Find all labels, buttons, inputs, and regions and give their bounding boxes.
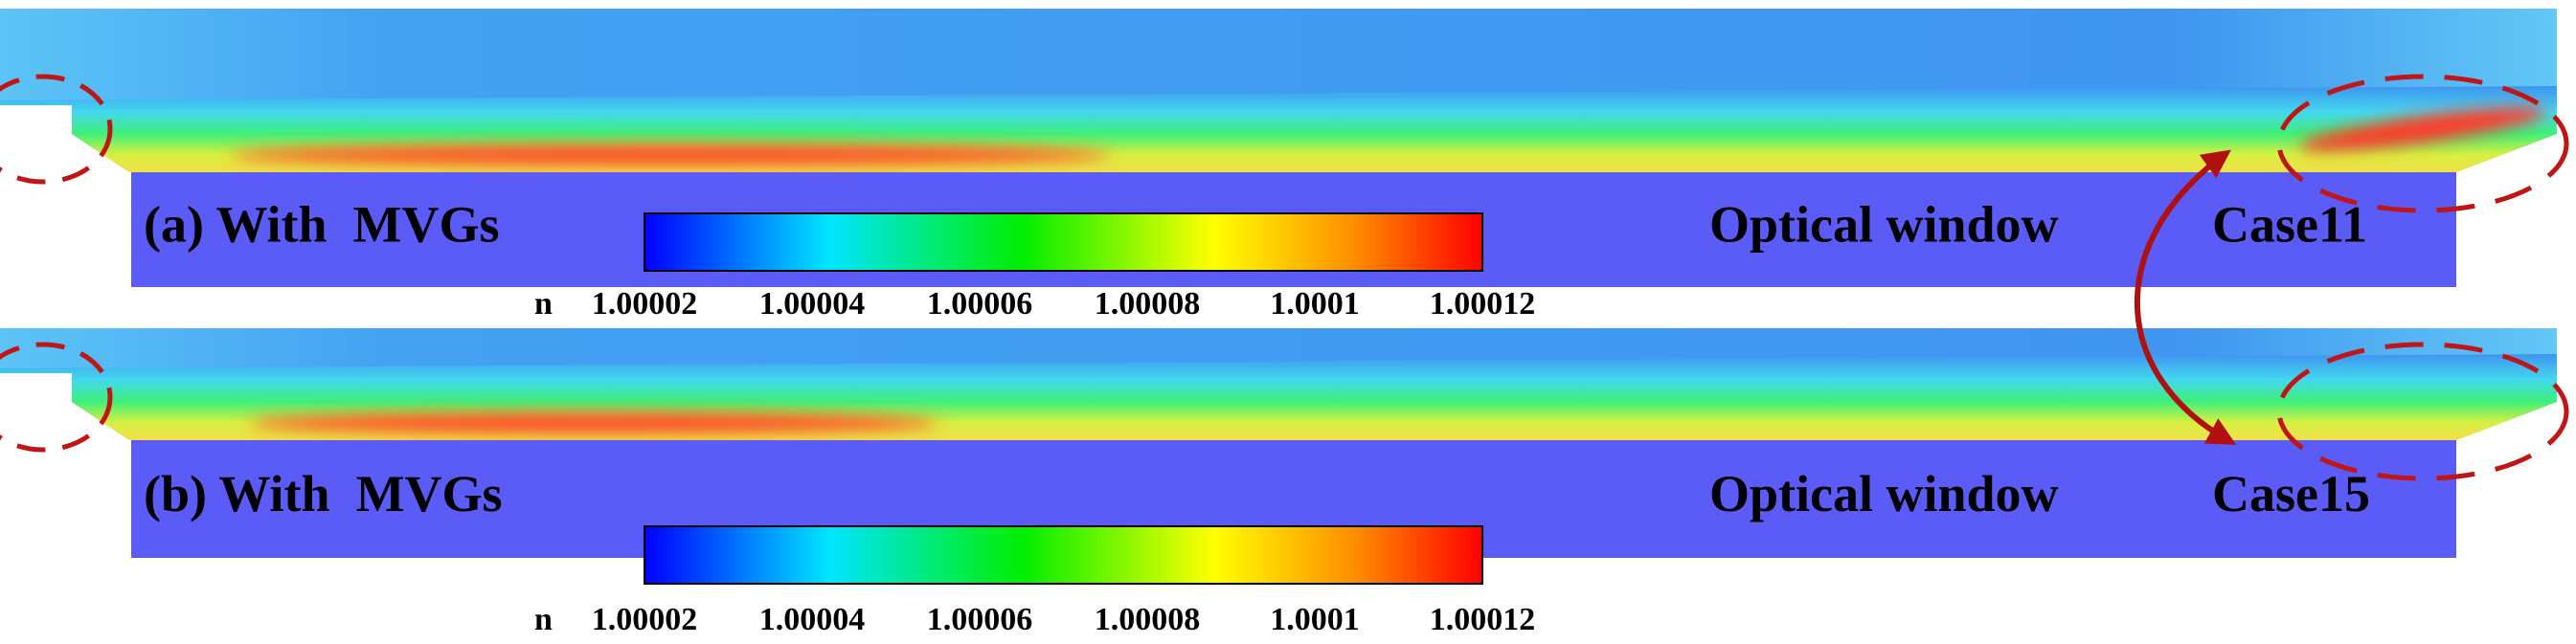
- high-index-region: [2299, 107, 2546, 151]
- colorbar-tick-label: 1.00006: [927, 602, 1033, 637]
- colorbar-tick-label: 1.00004: [759, 286, 866, 322]
- colorbar-tick-label: 1.00008: [1095, 286, 1201, 322]
- colorbar-tick-label: 1.00002: [592, 286, 698, 322]
- step: [0, 373, 72, 402]
- high-index-region: [230, 144, 1111, 166]
- colorbar-tick-label: 1.00012: [1430, 602, 1536, 637]
- colorbar-tick-label: 1.0001: [1270, 286, 1360, 322]
- highlight-left: [0, 342, 113, 453]
- panel: (a) With MVGs Optical window Case11 n 1.0000…: [0, 9, 2569, 322]
- connector-arrow: [2134, 149, 2237, 445]
- colorbar-tick-label: 1.00012: [1430, 286, 1536, 322]
- window-label: Optical window: [1709, 195, 2059, 253]
- colorbar-variable: n: [534, 286, 553, 322]
- case-label: Case11: [2212, 195, 2367, 253]
- colorbar: [644, 525, 1483, 585]
- colorbar-tick-label: 1.00006: [927, 286, 1033, 322]
- step: [0, 105, 72, 134]
- colorbar-tick-label: 1.00008: [1095, 602, 1201, 637]
- colorbar-tick-label: 1.00004: [759, 602, 866, 637]
- case-label: Case15: [2212, 465, 2370, 522]
- window-label: Optical window: [1709, 465, 2059, 522]
- colorbar-tick-label: 1.0001: [1270, 602, 1360, 637]
- highlight-right: [2276, 342, 2569, 481]
- highlight-left: [0, 74, 113, 185]
- panel-label: (b) With MVGs: [144, 465, 503, 522]
- colorbar: [644, 212, 1483, 272]
- high-index-region: [249, 412, 938, 433]
- colorbar-variable: n: [534, 602, 553, 637]
- panel-label: (a) With MVGs: [144, 195, 500, 253]
- highlight-right: [2276, 74, 2569, 213]
- panel: (b) With MVGs Optical window Case15 n 1.0000…: [0, 328, 2569, 637]
- colorbar-tick-label: 1.00002: [592, 602, 698, 637]
